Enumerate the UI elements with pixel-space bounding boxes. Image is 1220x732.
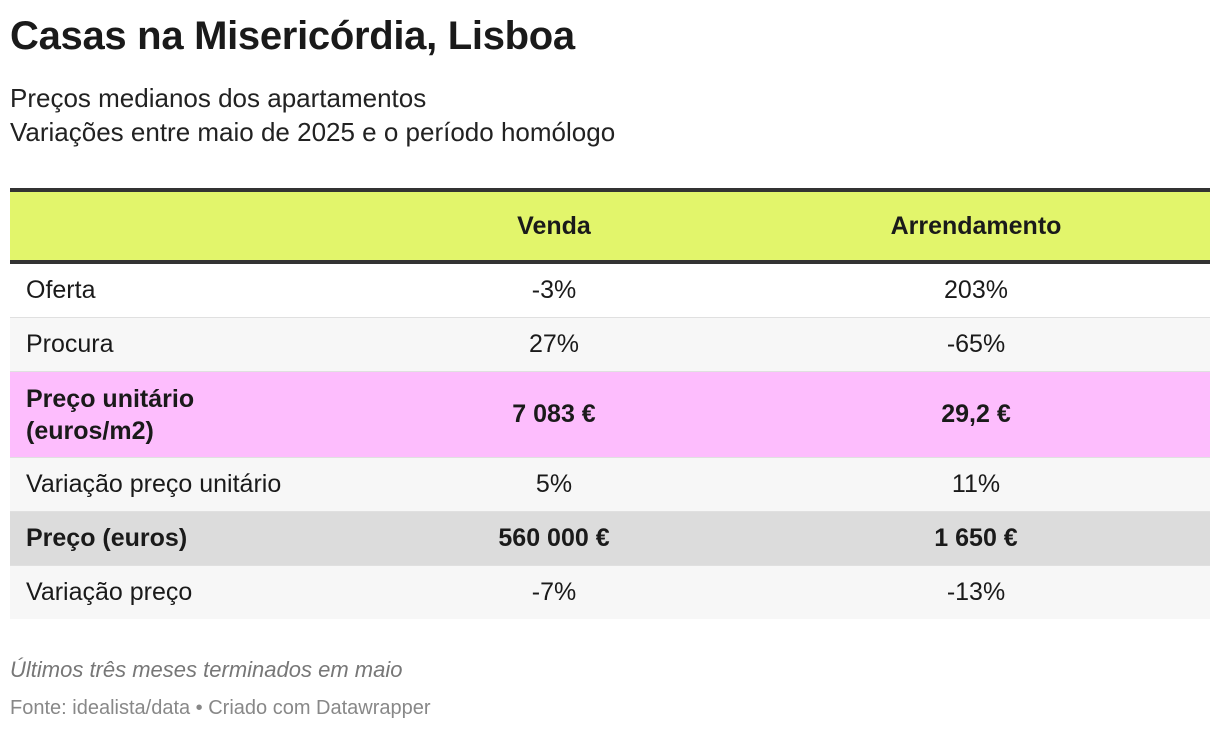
cell-text: -65% (946, 330, 1006, 358)
cell: -7% (366, 566, 742, 620)
cell: 11% (742, 457, 1210, 512)
note: Últimos três meses terminados em maio (10, 657, 403, 682)
cell: 27% (366, 317, 742, 372)
cell: -3% (366, 262, 742, 318)
cell: 560 000 € (366, 511, 742, 566)
cell-text: 5% (535, 470, 573, 498)
cell-text: 29,2 € (941, 400, 1011, 428)
cell-text: 7 083 € (512, 400, 596, 428)
table-row: Oferta -3% 203% (10, 262, 1210, 318)
table-row: Variação preço -7% -13% (10, 565, 1210, 620)
row-label: Oferta (10, 262, 366, 318)
cell-text: 27% (528, 330, 580, 358)
cell-text: Variação preço (26, 578, 193, 606)
column-header: Venda (517, 211, 591, 240)
row-label: Variação preço (10, 566, 366, 620)
table-row: Variação preço unitário 5% 11% (10, 457, 1210, 512)
cell-text: 560 000 € (498, 524, 610, 552)
data-table: Venda Arrendamento Oferta -3% 203% Procura 27… (10, 188, 1210, 619)
table-row: Preço unitário (euros/m2) 7 083 € 29,2 € (10, 371, 1210, 458)
cell: 7 083 € (366, 371, 742, 458)
source: Fonte: idealista/data • Criado com Dataw… (10, 697, 431, 719)
column-header (10, 190, 366, 262)
header-row: Venda Arrendamento (10, 190, 1210, 262)
cell: 5% (366, 457, 742, 512)
subtitle: Preços medianos dos apartamentos (10, 83, 427, 113)
row-label: Preço (euros) (10, 511, 366, 566)
cell-text: -13% (946, 578, 1006, 606)
cell-text: 1 650 € (934, 524, 1018, 552)
subtitle: Variações entre maio de 2025 e o período… (10, 117, 616, 147)
cell: -13% (742, 566, 1210, 620)
row-label: Procura (10, 317, 366, 372)
column-header: Arrendamento (890, 211, 1062, 240)
cell-text: 203% (944, 276, 1008, 304)
cell-text: Oferta (26, 276, 96, 304)
cell: 1 650 € (742, 511, 1210, 566)
cell-text: Preço unitário (euros/m2) (26, 384, 195, 445)
table-row: Procura 27% -65% (10, 317, 1210, 372)
cell-text: Preço (euros) (26, 524, 188, 552)
cell-text: -3% (531, 276, 577, 304)
cell: -65% (742, 317, 1210, 372)
cell: 203% (742, 262, 1210, 318)
row-label: Preço unitário (euros/m2) (10, 371, 366, 458)
row-label: Variação preço unitário (10, 457, 366, 512)
cell-text: -7% (531, 578, 577, 606)
cell-text: 11% (951, 470, 1001, 498)
table-body: Oferta -3% 203% Procura 27% -65% Preço unitári… (10, 262, 1210, 619)
cell-text: Variação preço unitário (26, 470, 282, 498)
title: Casas na Misericórdia, Lisboa (10, 14, 575, 58)
cell-text: Procura (26, 330, 114, 358)
cell: 29,2 € (742, 371, 1210, 458)
table-row: Preço (euros) 560 000 € 1 650 € (10, 511, 1210, 566)
